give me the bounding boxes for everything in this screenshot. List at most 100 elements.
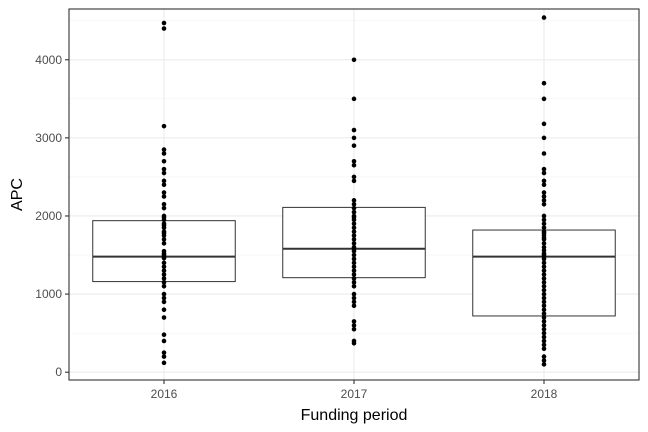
plot-area bbox=[68, 8, 640, 381]
data-point-2017 bbox=[351, 198, 357, 203]
data-point-2018 bbox=[541, 151, 547, 156]
data-points bbox=[161, 15, 547, 367]
data-point-2018 bbox=[541, 135, 547, 141]
data-point-2017 bbox=[351, 221, 357, 227]
data-point-2016 bbox=[161, 280, 167, 285]
y-tick-label: 4000 bbox=[35, 53, 62, 67]
data-point-2018 bbox=[541, 362, 547, 367]
data-point-2017 bbox=[351, 135, 357, 141]
data-point-2016 bbox=[161, 291, 167, 297]
data-point-2018 bbox=[541, 326, 547, 332]
data-point-2016 bbox=[161, 272, 167, 277]
data-point-2017 bbox=[351, 127, 357, 133]
data-point-2018 bbox=[541, 303, 547, 309]
data-point-2018 bbox=[541, 272, 547, 277]
x-tick-label: 2018 bbox=[531, 387, 558, 401]
data-point-2016 bbox=[161, 26, 167, 31]
data-point-2018 bbox=[541, 334, 547, 340]
data-point-2017 bbox=[351, 319, 357, 324]
data-point-2017 bbox=[351, 291, 357, 297]
data-point-2017 bbox=[351, 299, 357, 305]
data-point-2018 bbox=[541, 260, 547, 266]
data-point-2017 bbox=[351, 225, 357, 230]
data-point-2017 bbox=[351, 272, 357, 277]
data-point-2016 bbox=[161, 268, 167, 273]
data-point-2016 bbox=[161, 295, 167, 301]
data-point-2018 bbox=[541, 307, 547, 313]
data-point-2017 bbox=[351, 205, 357, 211]
data-point-2016 bbox=[161, 307, 167, 313]
data-point-2018 bbox=[541, 182, 547, 188]
data-point-2016 bbox=[161, 166, 167, 172]
data-point-2017 bbox=[351, 280, 357, 285]
data-point-2016 bbox=[161, 151, 167, 156]
data-point-2018 bbox=[541, 354, 547, 359]
data-point-2018 bbox=[541, 295, 547, 301]
data-point-2017 bbox=[351, 340, 357, 346]
data-point-2018 bbox=[541, 241, 547, 246]
y-tick-label: 1000 bbox=[35, 287, 62, 301]
data-point-2017 bbox=[351, 248, 357, 254]
data-point-2018 bbox=[541, 237, 547, 242]
data-point-2018 bbox=[541, 342, 547, 348]
data-point-2018 bbox=[541, 276, 547, 281]
data-point-2018 bbox=[541, 201, 547, 207]
data-point-2016 bbox=[161, 260, 167, 266]
data-point-2017 bbox=[351, 217, 357, 223]
data-point-2018 bbox=[541, 358, 547, 363]
data-point-2018 bbox=[541, 264, 547, 270]
data-point-2016 bbox=[161, 217, 167, 223]
data-point-2017 bbox=[351, 143, 357, 148]
data-point-2017 bbox=[351, 159, 357, 164]
data-point-2016 bbox=[161, 276, 167, 281]
x-tick-label: 2017 bbox=[341, 387, 368, 401]
data-point-2016 bbox=[161, 123, 167, 129]
data-point-2018 bbox=[541, 96, 547, 102]
data-point-2016 bbox=[161, 159, 167, 164]
data-point-2018 bbox=[541, 170, 547, 176]
data-point-2016 bbox=[161, 360, 167, 366]
data-point-2018 bbox=[541, 221, 547, 227]
data-point-2017 bbox=[351, 260, 357, 266]
data-point-2016 bbox=[161, 201, 167, 207]
data-point-2018 bbox=[541, 323, 547, 328]
data-point-2018 bbox=[541, 280, 547, 285]
data-point-2016 bbox=[161, 225, 167, 230]
data-point-2018 bbox=[541, 287, 547, 293]
data-point-2017 bbox=[351, 326, 357, 332]
data-point-2016 bbox=[161, 237, 167, 242]
y-axis-title: APC bbox=[9, 178, 26, 211]
data-point-2016 bbox=[161, 299, 167, 305]
y-tick-label: 3000 bbox=[35, 131, 62, 145]
data-point-2017 bbox=[351, 268, 357, 273]
data-point-2018 bbox=[541, 256, 547, 262]
data-point-2017 bbox=[351, 174, 357, 180]
data-point-2017 bbox=[351, 241, 357, 246]
data-point-2016 bbox=[161, 147, 167, 152]
data-point-2017 bbox=[351, 303, 357, 309]
x-axis-title: Funding period bbox=[301, 407, 408, 424]
data-point-2016 bbox=[161, 194, 167, 199]
data-point-2017 bbox=[351, 256, 357, 262]
data-point-2018 bbox=[541, 319, 547, 324]
data-point-2016 bbox=[161, 338, 167, 344]
data-point-2018 bbox=[541, 213, 547, 219]
data-point-2018 bbox=[541, 299, 547, 305]
data-point-2017 bbox=[351, 233, 357, 238]
y-axis: 0 1000 2000 3000 4000 bbox=[35, 53, 69, 379]
data-point-2016 bbox=[161, 190, 167, 195]
y-tick-label: 2000 bbox=[35, 209, 62, 223]
data-point-2018 bbox=[541, 311, 547, 316]
data-point-2018 bbox=[541, 198, 547, 203]
data-point-2017 bbox=[351, 229, 357, 234]
data-point-2016 bbox=[161, 332, 167, 337]
data-point-2018 bbox=[541, 315, 547, 320]
data-point-2017 bbox=[351, 283, 357, 289]
data-point-2018 bbox=[541, 194, 547, 199]
data-point-2018 bbox=[541, 178, 547, 184]
data-point-2017 bbox=[351, 295, 357, 301]
data-point-2016 bbox=[161, 354, 167, 359]
data-point-2016 bbox=[161, 170, 167, 176]
data-point-2018 bbox=[541, 291, 547, 297]
